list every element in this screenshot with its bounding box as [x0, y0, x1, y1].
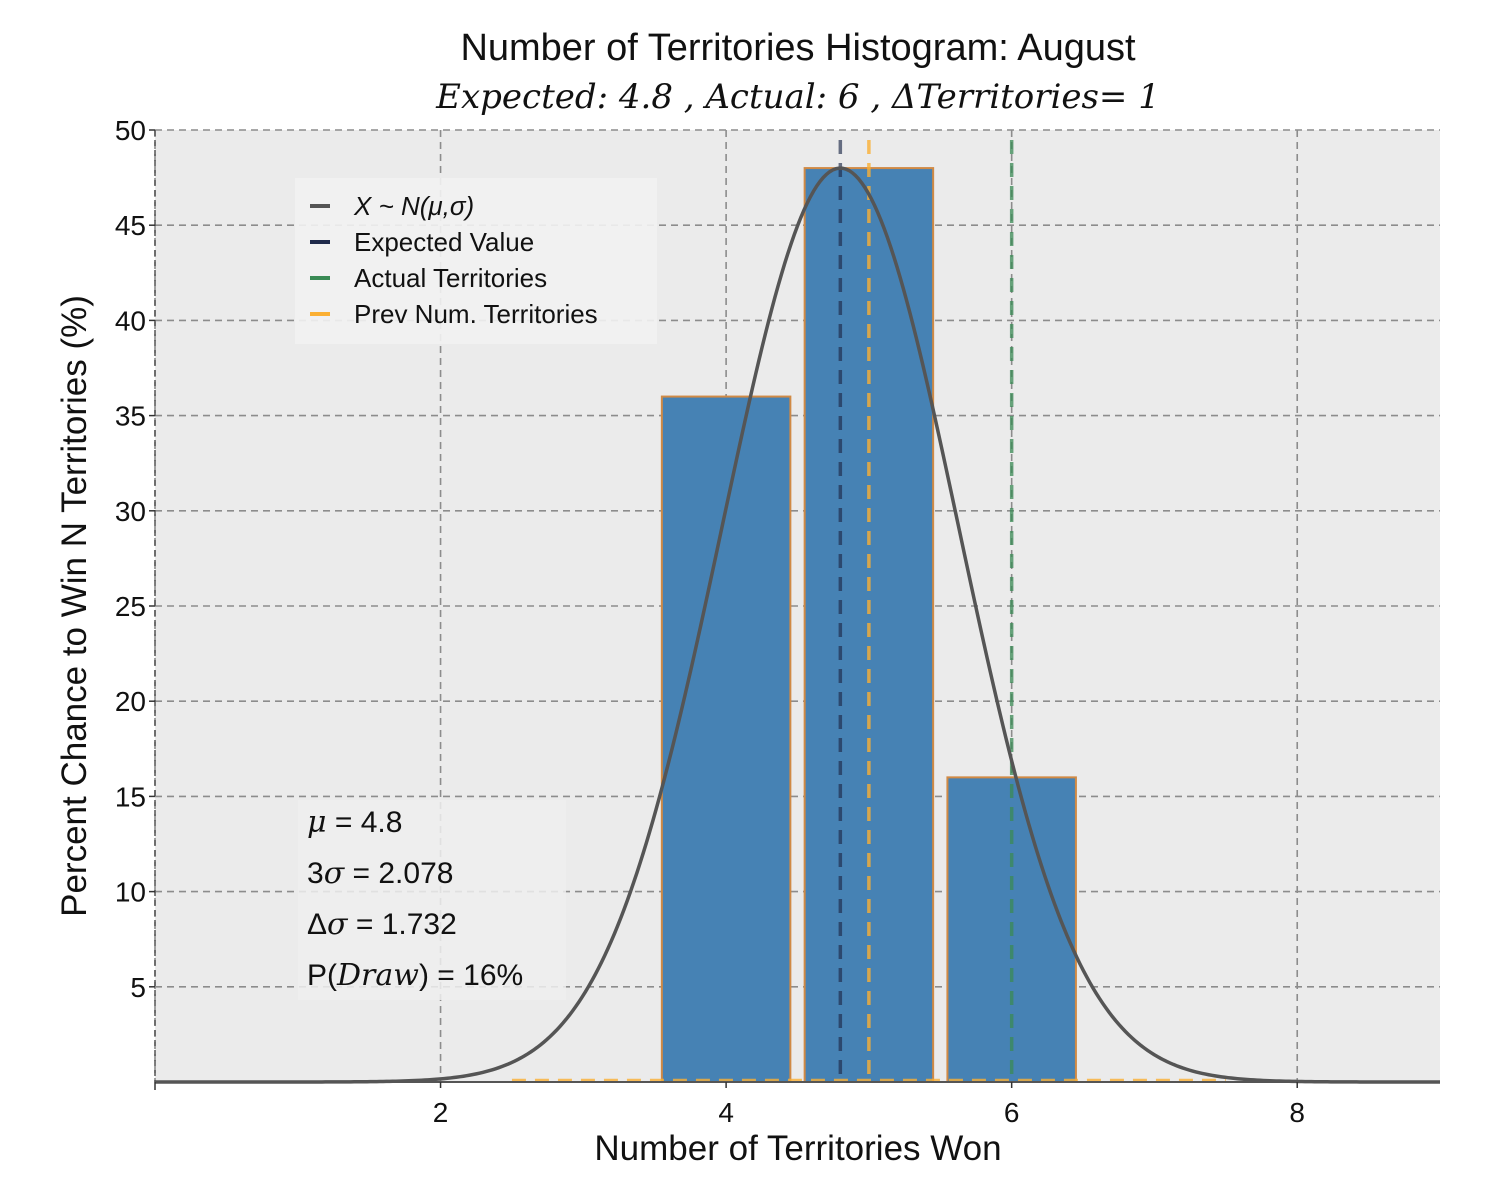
chart-title: Number of Territories Histogram: August	[460, 27, 1136, 69]
chart-subtitle: Expected: 4.8 , Actual: 6 , ΔTerritories…	[435, 77, 1160, 117]
legend-label: X ~ N(μ,σ)	[353, 191, 474, 221]
y-tick-label: 5	[130, 972, 146, 1003]
y-tick-label: 15	[115, 781, 146, 812]
x-tick-label: 2	[433, 1097, 449, 1128]
x-tick-label: 6	[1004, 1097, 1020, 1128]
stats-background	[298, 800, 566, 1000]
y-tick-label: 40	[115, 305, 146, 336]
y-axis-label: Percent Chance to Win N Territories (%)	[55, 295, 94, 917]
stat-line: P(Draw) = 16%	[307, 958, 523, 993]
stat-line: 3σ = 2.078	[307, 856, 453, 891]
legend-label: Prev Num. Territories	[354, 299, 598, 329]
y-tick-label: 30	[115, 496, 146, 527]
x-tick-label: 4	[718, 1097, 734, 1128]
histogram-bar	[660, 395, 792, 1083]
x-axis-label: Number of Territories Won	[594, 1129, 1001, 1168]
legend-label: Actual Territories	[354, 263, 547, 293]
y-tick-label: 50	[115, 115, 146, 146]
legend-label: Expected Value	[354, 227, 534, 257]
y-tick-label: 20	[115, 686, 146, 717]
histogram-bars	[660, 167, 1077, 1083]
legend: X ~ N(μ,σ) Expected Value Actual Territori…	[295, 178, 657, 344]
reference-lines	[511, 140, 1226, 1082]
legend-box	[295, 178, 657, 344]
y-tick-labels: 5 10 15 20 25 30 35 40 45 50	[115, 115, 155, 1003]
y-tick-label: 45	[115, 210, 146, 241]
stat-line: μ = 4.8	[307, 805, 402, 840]
y-tick-label: 10	[115, 877, 146, 908]
x-tick-labels: 2 4 6 8	[154, 1082, 1305, 1128]
x-tick-label: 8	[1289, 1097, 1305, 1128]
stat-line: Δσ = 1.732	[307, 907, 457, 942]
y-tick-label: 25	[115, 591, 146, 622]
stats-box: μ = 4.8 3σ = 2.078 Δσ = 1.732 P(Draw) = 16%	[298, 800, 566, 1000]
y-tick-label: 35	[115, 401, 146, 432]
